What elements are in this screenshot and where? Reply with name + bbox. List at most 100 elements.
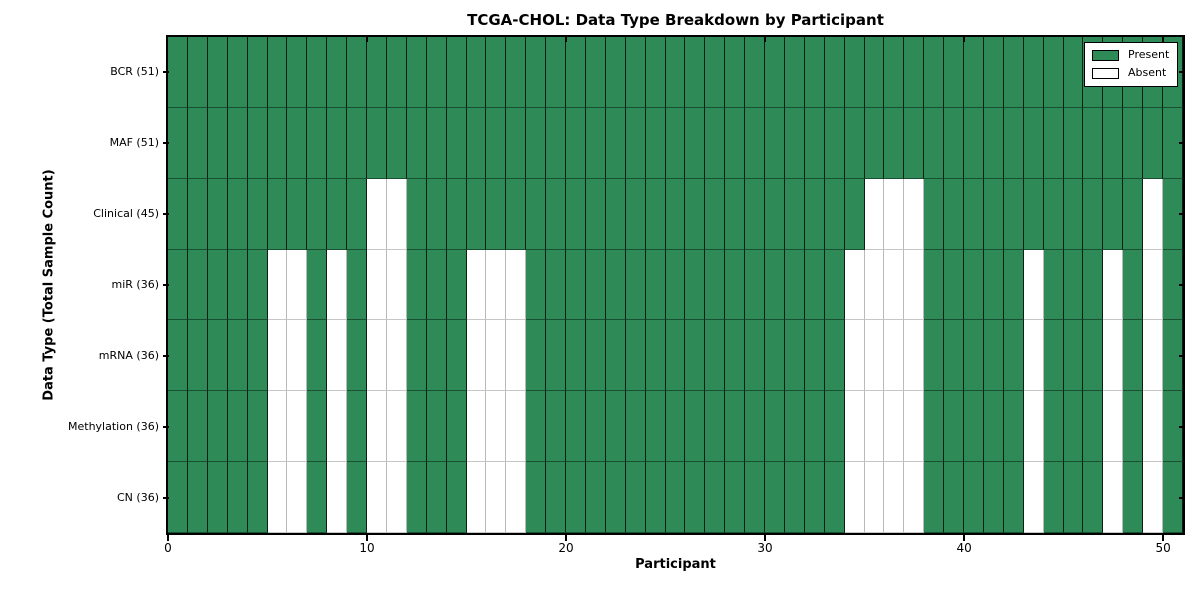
heatmap-cell-Methylation-p32 [804, 391, 825, 463]
heatmap-cell-Clinical-p38 [924, 178, 945, 250]
heatmap-cell-CN-p31 [784, 462, 805, 533]
heatmap-cell-CN-p43 [1023, 462, 1044, 533]
heatmap-cell-mRNA-p7 [307, 320, 328, 392]
heatmap-cell-Methylation-p26 [685, 391, 706, 463]
heatmap-cell-MAF-p25 [665, 107, 686, 179]
heatmap-cell-CN-p48 [1123, 462, 1144, 533]
heatmap-cell-Clinical-p4 [247, 178, 268, 250]
heatmap-cell-miR-p43 [1023, 249, 1044, 321]
heatmap-cell-BCR-p37 [904, 37, 925, 108]
heatmap-cell-Methylation-p12 [406, 391, 427, 463]
heatmap-cell-miR-p27 [705, 249, 726, 321]
heatmap-cell-MAF-p9 [347, 107, 368, 179]
heatmap-cell-mRNA-p27 [705, 320, 726, 392]
heatmap-cell-mRNA-p41 [983, 320, 1004, 392]
heatmap-cell-mRNA-p10 [367, 320, 387, 392]
heatmap-cell-MAF-p8 [327, 107, 348, 179]
heatmap-cell-mRNA-p26 [685, 320, 706, 392]
heatmap-cell-CN-p17 [506, 462, 527, 533]
x-tick-mark [764, 535, 767, 541]
heatmap-cell-CN-p28 [725, 462, 746, 533]
heatmap-cell-miR-p22 [605, 249, 626, 321]
heatmap-cell-CN-p2 [207, 462, 228, 533]
heatmap-cell-Clinical-p32 [804, 178, 825, 250]
heatmap-cell-Clinical-p34 [844, 178, 865, 250]
heatmap-cell-mRNA-p46 [1083, 320, 1104, 392]
heatmap-cell-miR-p34 [844, 249, 865, 321]
heatmap-cell-Clinical-p45 [1063, 178, 1084, 250]
heatmap-cell-BCR-p0 [168, 37, 188, 108]
heatmap-cell-Methylation-p49 [1143, 391, 1164, 463]
heatmap-cell-mRNA-p3 [227, 320, 248, 392]
heatmap-cell-Methylation-p17 [506, 391, 527, 463]
heatmap-cell-miR-p19 [546, 249, 567, 321]
heatmap-cell-Clinical-p46 [1083, 178, 1104, 250]
heatmap-cell-Clinical-p47 [1103, 178, 1124, 250]
heatmap-cell-MAF-p1 [187, 107, 208, 179]
y-tick-label-mRNA: mRNA (36) [98, 348, 159, 362]
heatmap-cell-Methylation-p15 [466, 391, 487, 463]
y-tick-mark-left [163, 71, 169, 74]
heatmap-cell-BCR-p8 [327, 37, 348, 108]
heatmap-cell-MAF-p20 [566, 107, 586, 179]
heatmap-cell-MAF-p16 [486, 107, 507, 179]
heatmap-cell-Methylation-p4 [247, 391, 268, 463]
heatmap-cell-BCR-p35 [864, 37, 885, 108]
heatmap-cell-mRNA-p42 [1003, 320, 1024, 392]
heatmap-cell-CN-p33 [824, 462, 845, 533]
heatmap-cell-BCR-p44 [1043, 37, 1064, 108]
heatmap-cell-Methylation-p8 [327, 391, 348, 463]
x-tick-mark [565, 535, 568, 541]
legend-item-present: Present [1092, 49, 1170, 61]
legend-label-absent: Absent [1128, 66, 1167, 79]
heatmap-cell-CN-p38 [924, 462, 945, 533]
heatmap-cell-mRNA-p48 [1123, 320, 1144, 392]
heatmap-cell-CN-p6 [287, 462, 308, 533]
heatmap-cell-Methylation-p25 [665, 391, 686, 463]
heatmap-cell-Clinical-p48 [1123, 178, 1144, 250]
heatmap-cell-mRNA-p12 [406, 320, 427, 392]
heatmap-cell-BCR-p15 [466, 37, 487, 108]
heatmap-cell-Methylation-p42 [1003, 391, 1024, 463]
heatmap-cell-Methylation-p6 [287, 391, 308, 463]
heatmap-cell-Clinical-p49 [1143, 178, 1164, 250]
heatmap-cell-mRNA-p19 [546, 320, 567, 392]
heatmap-cell-BCR-p1 [187, 37, 208, 108]
heatmap-cell-Clinical-p36 [884, 178, 905, 250]
heatmap-cell-Methylation-p28 [725, 391, 746, 463]
x-tick-mark-top [565, 37, 568, 42]
heatmap-cell-CN-p12 [406, 462, 427, 533]
chart-title: TCGA-CHOL: Data Type Breakdown by Partic… [467, 11, 884, 29]
heatmap-cell-miR-p35 [864, 249, 885, 321]
heatmap-cell-miR-p29 [745, 249, 766, 321]
heatmap-cell-mRNA-p18 [526, 320, 547, 392]
heatmap-cell-BCR-p6 [287, 37, 308, 108]
heatmap-cell-Clinical-p29 [745, 178, 766, 250]
heatmap-cell-miR-p32 [804, 249, 825, 321]
heatmap-cell-mRNA-p34 [844, 320, 865, 392]
heatmap-cell-Clinical-p2 [207, 178, 228, 250]
x-tick-label-50: 50 [1155, 541, 1171, 555]
heatmap-cell-BCR-p28 [725, 37, 746, 108]
heatmap-cell-CN-p0 [168, 462, 188, 533]
heatmap-cell-mRNA-p36 [884, 320, 905, 392]
heatmap-cell-BCR-p14 [446, 37, 467, 108]
heatmap-cell-MAF-p36 [884, 107, 905, 179]
heatmap-cell-BCR-p7 [307, 37, 328, 108]
heatmap-cell-miR-p11 [386, 249, 407, 321]
heatmap-cell-miR-p24 [645, 249, 666, 321]
heatmap-cell-MAF-p30 [765, 107, 785, 179]
heatmap-cell-MAF-p39 [944, 107, 965, 179]
y-tick-label-CN: CN (36) [117, 490, 159, 504]
heatmap-cell-BCR-p2 [207, 37, 228, 108]
heatmap-cell-Methylation-p23 [625, 391, 646, 463]
heatmap-cell-CN-p9 [347, 462, 368, 533]
heatmap-cell-Methylation-p33 [824, 391, 845, 463]
x-tick-mark [963, 535, 966, 541]
heatmap-cell-MAF-p3 [227, 107, 248, 179]
heatmap-cell-CN-p4 [247, 462, 268, 533]
heatmap-cell-Clinical-p27 [705, 178, 726, 250]
heatmap-cell-Methylation-p41 [983, 391, 1004, 463]
heatmap-cell-MAF-p33 [824, 107, 845, 179]
